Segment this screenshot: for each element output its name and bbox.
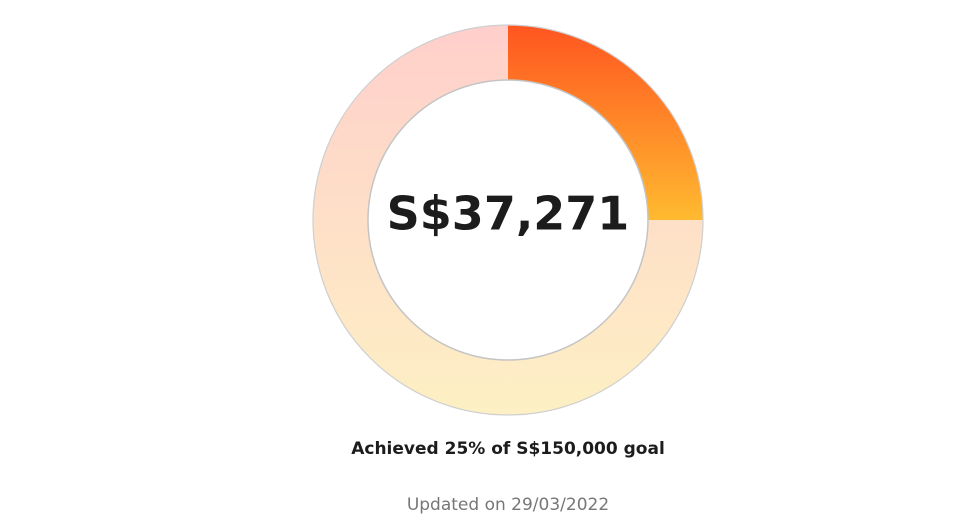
donut — [313, 25, 703, 415]
footnote: Updated on 29/03/2022 — [407, 495, 609, 515]
caption: Achieved 25% of S$150,000 goal — [351, 439, 665, 459]
outer-ring — [312, 24, 704, 416]
center-value: S$37,271 — [387, 187, 630, 241]
donut-segment — [508, 25, 703, 220]
inner-ring — [367, 79, 649, 361]
